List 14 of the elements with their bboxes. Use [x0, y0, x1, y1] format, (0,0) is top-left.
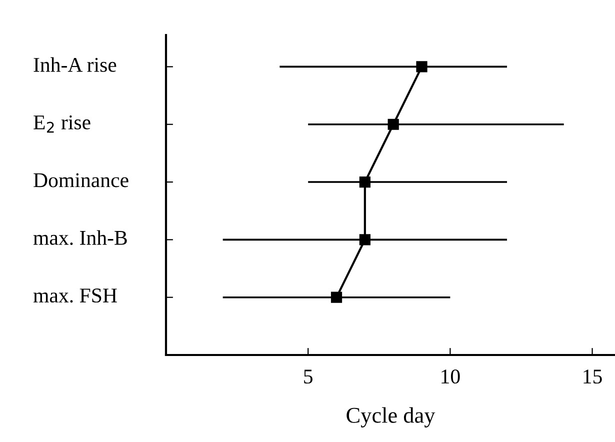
x-tick-label: 5: [304, 370, 312, 384]
y-tick-label: Inh-A rise: [34, 57, 116, 72]
point: [359, 176, 370, 188]
y-tick-label: E$_{2}$ rise: [34, 115, 90, 133]
x-axis-title: Cycle day: [346, 407, 436, 428]
y-tick-label: max. FSH: [33, 288, 117, 303]
y-tick-label: max. Inh-B: [33, 230, 127, 245]
x-tick-label: 15: [584, 370, 602, 384]
point: [388, 118, 399, 130]
point: [359, 234, 370, 246]
point: [416, 61, 428, 72]
x-tick-label: 10: [442, 369, 460, 384]
point: [330, 292, 342, 303]
y-tick-label: Dominance: [34, 173, 128, 188]
